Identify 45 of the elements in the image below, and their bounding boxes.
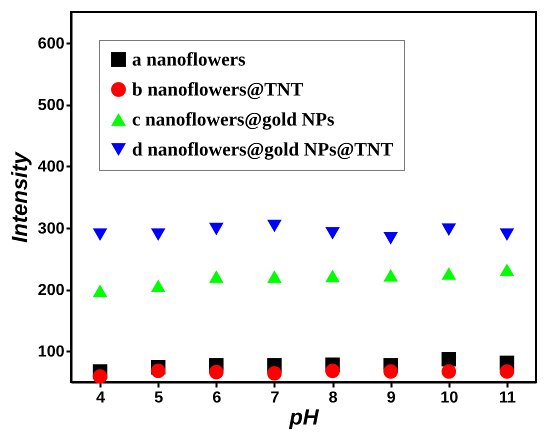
y-tick-label: 500 <box>38 97 65 114</box>
y-tick-label: 600 <box>38 35 65 52</box>
point <box>442 223 456 236</box>
point <box>150 364 166 378</box>
x-tick-label: 8 <box>328 390 338 406</box>
x-axis-title: pH <box>288 404 320 430</box>
point <box>500 364 514 379</box>
y-axis-title: Intensity <box>6 150 32 243</box>
legend-label: d nanoflowers@gold NPs@TNT <box>132 140 394 160</box>
point <box>383 364 398 379</box>
point <box>209 364 224 380</box>
point <box>442 364 456 379</box>
point <box>209 222 224 236</box>
x-tick-label: 10 <box>440 390 458 406</box>
point <box>267 220 282 232</box>
x-tick-label: 9 <box>386 390 396 406</box>
x-tick-label: 11 <box>498 390 516 406</box>
y-tick-label: 300 <box>38 220 65 238</box>
point <box>150 280 166 292</box>
point <box>267 366 282 381</box>
legend-label: b nanoflowers@TNT <box>132 80 304 100</box>
point <box>209 270 224 283</box>
point <box>92 228 108 241</box>
point <box>267 270 282 283</box>
point <box>500 263 514 276</box>
x-tick-label: 5 <box>154 390 164 406</box>
y-tick-label: 400 <box>38 158 65 176</box>
legend-label: c nanoflowers@gold NPs <box>132 110 334 130</box>
x-tick-label: 4 <box>96 390 106 406</box>
point <box>150 228 166 241</box>
y-tick-label: 100 <box>38 344 65 361</box>
x-tick-label: 6 <box>212 390 222 406</box>
point <box>442 352 456 366</box>
point <box>383 232 398 245</box>
legend-label: a nanoflowers <box>132 50 246 70</box>
point <box>325 364 340 378</box>
point <box>500 228 514 241</box>
x-tick-label: 7 <box>270 390 280 406</box>
point <box>325 270 340 282</box>
point <box>383 269 398 282</box>
point <box>92 284 108 298</box>
point <box>442 267 456 280</box>
point <box>92 369 108 384</box>
point <box>325 227 340 240</box>
y-tick-label: 200 <box>38 282 65 299</box>
